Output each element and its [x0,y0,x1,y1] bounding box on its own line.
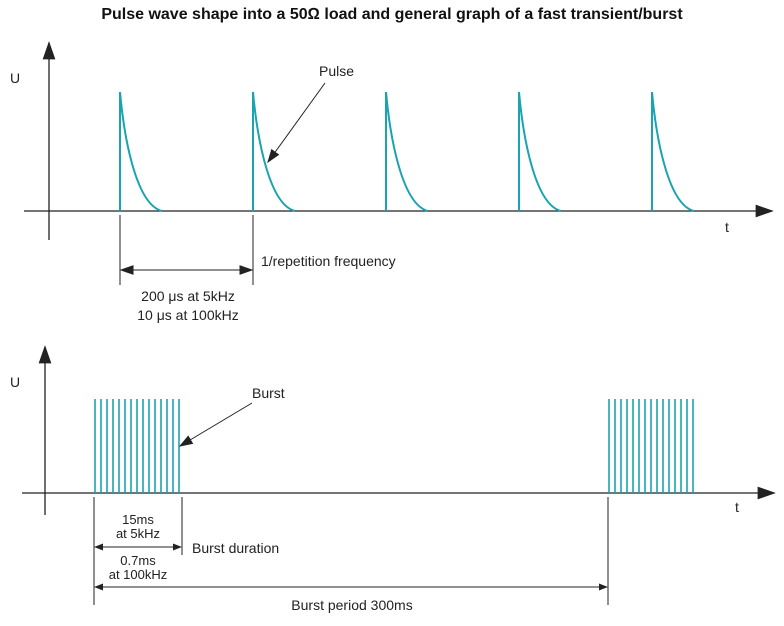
burst-duration-label: Burst duration [192,540,279,556]
pulse-waveform [651,91,695,212]
pulse-waveform [385,91,429,212]
burst-1 [94,399,180,493]
top-y-axis-label: U [10,70,20,86]
pulse-pointer-arrow [267,82,326,164]
bottom-x-axis-label: t [735,499,739,515]
pulse-graph: U t Pulse 1/repetition frequency 200 μs … [10,41,774,323]
pulse-label: Pulse [319,63,354,79]
burst-label: Burst [252,385,285,401]
burst-graph: U t Burst 15ms at 5kHz Burst duration 0.… [10,345,776,613]
diagram-title: Pulse wave shape into a 50Ω load and gen… [101,6,683,23]
burst-period-label: Burst period 300ms [291,597,412,613]
rep-freq-label: 1/repetition frequency [261,253,396,269]
period-100khz-label: 10 μs at 100kHz [137,307,238,323]
pulse-waveform [252,91,296,212]
duration-5khz-value: 15ms [122,512,154,527]
duration-100khz-unit: at 100kHz [109,567,168,582]
burst-2 [608,399,694,493]
duration-100khz-value: 0.7ms [120,553,156,568]
duration-5khz-unit: at 5kHz [116,526,160,541]
burst-pointer-arrow [178,402,253,447]
pulse-waveform [518,91,562,212]
pulse-waveform [119,91,163,212]
top-x-axis-label: t [725,219,729,235]
bottom-y-axis-label: U [10,374,20,390]
pulse-series [119,91,695,212]
period-5khz-label: 200 μs at 5kHz [141,288,235,304]
